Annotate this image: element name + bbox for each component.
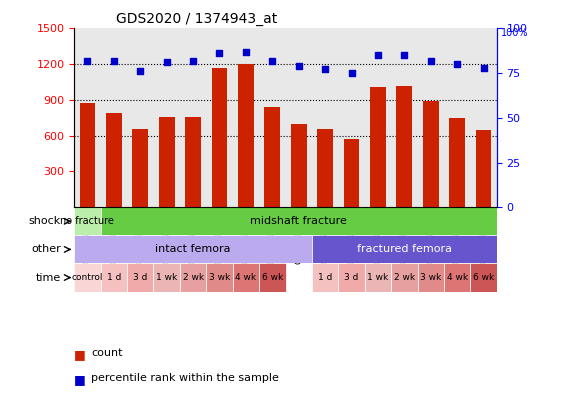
- Bar: [238, 64, 254, 207]
- Point: [400, 52, 409, 58]
- FancyBboxPatch shape: [74, 235, 312, 264]
- Text: 3 wk: 3 wk: [420, 273, 441, 282]
- Text: 1 d: 1 d: [318, 273, 332, 282]
- Point: [373, 52, 383, 58]
- Bar: [396, 85, 412, 207]
- Point: [109, 58, 118, 64]
- Point: [215, 50, 224, 57]
- FancyBboxPatch shape: [206, 264, 233, 292]
- FancyBboxPatch shape: [180, 264, 206, 292]
- Point: [479, 64, 488, 71]
- Text: count: count: [91, 348, 123, 358]
- Bar: [370, 87, 386, 207]
- Text: 2 wk: 2 wk: [183, 273, 204, 282]
- Text: 100%: 100%: [501, 28, 529, 38]
- Text: percentile rank within the sample: percentile rank within the sample: [91, 373, 279, 383]
- FancyBboxPatch shape: [154, 264, 180, 292]
- Text: control: control: [72, 273, 103, 282]
- Bar: [317, 128, 333, 207]
- Bar: [344, 139, 359, 207]
- Text: 1 d: 1 d: [107, 273, 121, 282]
- Text: midshaft fracture: midshaft fracture: [250, 216, 347, 226]
- Text: shock: shock: [29, 216, 61, 226]
- FancyBboxPatch shape: [365, 264, 391, 292]
- Bar: [264, 107, 280, 207]
- FancyBboxPatch shape: [233, 264, 259, 292]
- Bar: [132, 128, 148, 207]
- Point: [268, 58, 277, 64]
- FancyBboxPatch shape: [391, 264, 417, 292]
- Point: [242, 48, 251, 55]
- Bar: [291, 124, 307, 207]
- Bar: [159, 117, 175, 207]
- Text: 3 wk: 3 wk: [209, 273, 230, 282]
- Point: [136, 68, 145, 75]
- Text: 6 wk: 6 wk: [473, 273, 494, 282]
- Bar: [423, 101, 439, 207]
- Bar: [211, 68, 227, 207]
- Text: 3 d: 3 d: [344, 273, 359, 282]
- Text: intact femora: intact femora: [155, 245, 231, 254]
- Text: 4 wk: 4 wk: [235, 273, 256, 282]
- Text: ■: ■: [74, 373, 86, 386]
- Point: [188, 58, 198, 64]
- FancyBboxPatch shape: [444, 264, 471, 292]
- FancyBboxPatch shape: [127, 264, 154, 292]
- Bar: [79, 104, 95, 207]
- Text: no fracture: no fracture: [61, 216, 114, 226]
- FancyBboxPatch shape: [338, 264, 365, 292]
- Text: 3 d: 3 d: [133, 273, 147, 282]
- FancyBboxPatch shape: [471, 264, 497, 292]
- Point: [320, 66, 329, 73]
- FancyBboxPatch shape: [312, 264, 338, 292]
- FancyBboxPatch shape: [100, 264, 127, 292]
- Bar: [185, 117, 201, 207]
- FancyBboxPatch shape: [417, 264, 444, 292]
- Text: 1 wk: 1 wk: [156, 273, 177, 282]
- Text: 2 wk: 2 wk: [394, 273, 415, 282]
- Point: [453, 61, 462, 67]
- Bar: [106, 113, 122, 207]
- Text: GDS2020 / 1374943_at: GDS2020 / 1374943_at: [116, 12, 278, 26]
- Point: [294, 63, 303, 69]
- Text: ■: ■: [74, 348, 86, 361]
- Point: [426, 58, 435, 64]
- FancyBboxPatch shape: [100, 207, 497, 235]
- Bar: [476, 130, 492, 207]
- Text: 1 wk: 1 wk: [367, 273, 388, 282]
- Text: time: time: [36, 273, 61, 283]
- Point: [83, 58, 92, 64]
- FancyBboxPatch shape: [74, 264, 100, 292]
- Bar: [449, 118, 465, 207]
- FancyBboxPatch shape: [259, 264, 286, 292]
- Text: other: other: [31, 245, 61, 254]
- FancyBboxPatch shape: [312, 235, 497, 264]
- Point: [162, 59, 171, 66]
- Text: 4 wk: 4 wk: [447, 273, 468, 282]
- Text: fractured femora: fractured femora: [357, 245, 452, 254]
- Point: [347, 70, 356, 76]
- FancyBboxPatch shape: [74, 207, 100, 235]
- Text: 6 wk: 6 wk: [262, 273, 283, 282]
